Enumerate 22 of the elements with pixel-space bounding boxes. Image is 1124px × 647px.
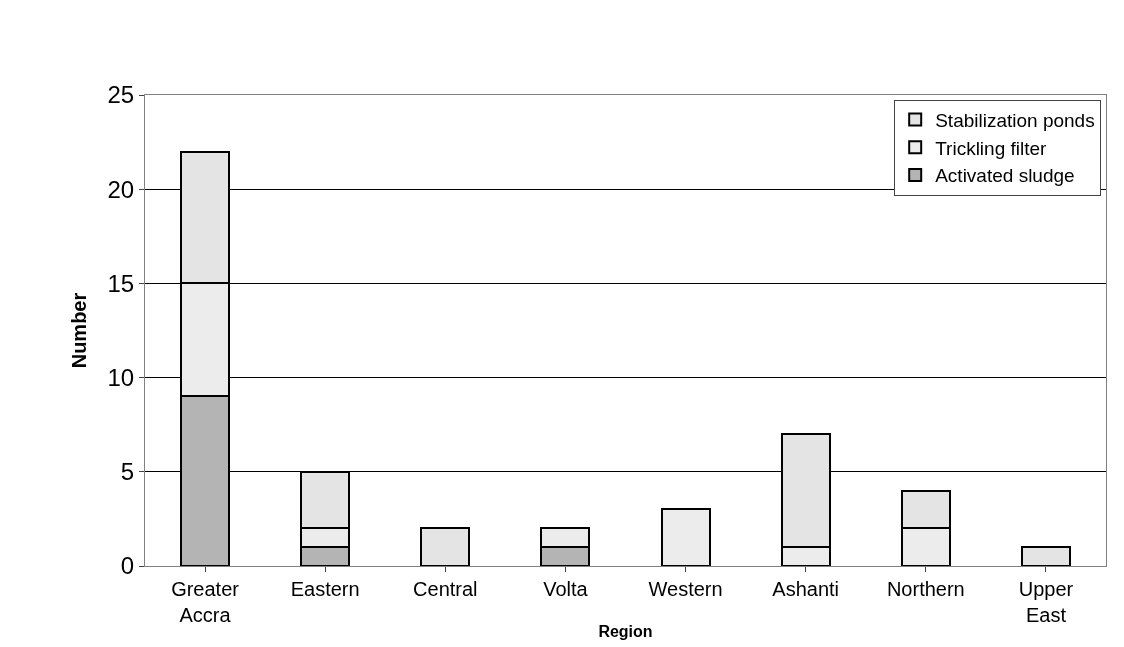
bar	[1020, 546, 1071, 566]
y-tick-label: 20	[107, 175, 135, 203]
y-axis-title: Number	[68, 292, 90, 369]
legend-label: Stabilization ponds	[935, 109, 1095, 131]
bar	[660, 508, 711, 566]
x-tick-label: Northern	[886, 578, 965, 600]
y-tick-label: 15	[107, 269, 135, 297]
y-tick-label: 25	[107, 81, 135, 109]
x-axis-title: Region	[598, 622, 653, 640]
x-tick-label: Eastern	[290, 578, 360, 600]
x-tick-label: Western	[648, 578, 723, 600]
x-tick-label: Volta	[543, 578, 589, 600]
y-tick-label: 5	[120, 458, 135, 486]
x-tick-label: Ashanti	[772, 578, 840, 600]
legend-label: Trickling filter	[935, 137, 1048, 159]
bar	[420, 527, 471, 566]
x-tick-label: Greater Accra	[171, 578, 240, 626]
x-tick-label: Central	[413, 578, 478, 600]
legend-label: Activated sludge	[935, 165, 1075, 187]
x-tick-label: Upper East	[1018, 578, 1074, 626]
y-tick-label: 0	[120, 552, 135, 580]
y-tick-label: 10	[107, 364, 135, 391]
